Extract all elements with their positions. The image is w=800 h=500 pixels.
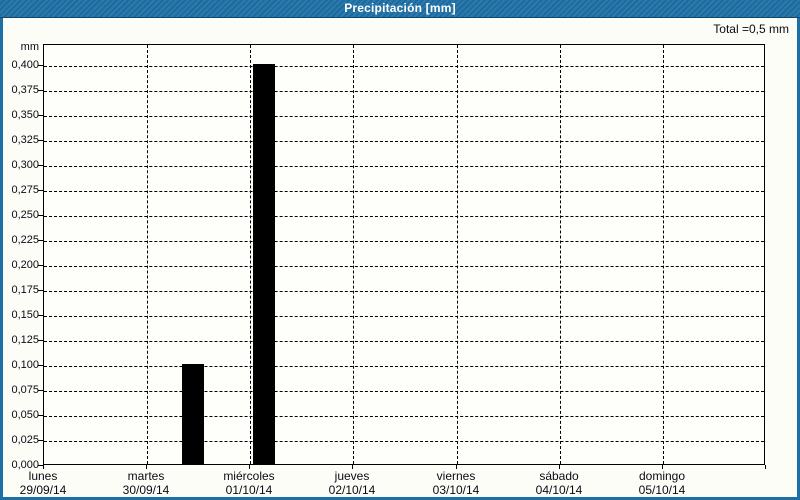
y-tick-label: 0,300: [11, 159, 39, 171]
x-tick-mark: [456, 465, 457, 469]
x-day-label: domingo 05/10/14: [610, 469, 714, 497]
y-tick-mark: [38, 365, 43, 366]
h-gridline: [44, 341, 764, 342]
y-tick-mark: [38, 65, 43, 66]
x-day-date: 01/10/14: [225, 483, 273, 497]
y-tick-mark: [38, 390, 43, 391]
h-gridline: [44, 116, 764, 117]
h-gridline: [44, 291, 764, 292]
x-day-date: 05/10/14: [638, 483, 686, 497]
x-day-label: martes 30/09/14: [94, 469, 198, 497]
y-tick-label: 0,225: [11, 234, 39, 246]
x-day-name: viernes: [436, 469, 476, 483]
v-gridline: [457, 45, 458, 464]
x-day-name: domingo: [638, 469, 686, 483]
h-gridline: [44, 91, 764, 92]
x-day-label: miércoles 01/10/14: [197, 469, 301, 497]
y-tick-label: 0,050: [11, 409, 39, 421]
x-day-label: lunes 29/09/14: [0, 469, 95, 497]
x-day-date: 30/09/14: [122, 483, 170, 497]
h-gridline: [44, 416, 764, 417]
y-tick-mark: [38, 440, 43, 441]
y-tick-label: 0,400: [11, 59, 39, 71]
h-gridline: [44, 191, 764, 192]
y-tick-label: 0,125: [11, 334, 39, 346]
total-label: Total =0,5 mm: [713, 22, 789, 36]
x-day-name: jueves: [334, 469, 370, 483]
y-tick-mark: [38, 90, 43, 91]
x-tick-mark: [352, 465, 353, 469]
x-day-name: miércoles: [223, 469, 275, 483]
h-gridline: [44, 66, 764, 67]
y-tick-mark: [38, 215, 43, 216]
plot-area: [43, 44, 765, 465]
y-tick-mark: [38, 290, 43, 291]
x-day-label: sábado 04/10/14: [507, 469, 611, 497]
x-day-name: sábado: [539, 469, 579, 483]
y-tick-label: 0,000: [11, 459, 39, 471]
v-gridline: [147, 45, 148, 464]
y-tick-label: 0,025: [11, 434, 39, 446]
y-tick-label: 0,200: [11, 259, 39, 271]
y-tick-mark: [38, 340, 43, 341]
h-gridline: [44, 366, 764, 367]
chart-title-bar: Precipitación [mm]: [0, 0, 800, 18]
y-tick-label: 0,100: [11, 359, 39, 371]
v-gridline: [353, 45, 354, 464]
y-tick-label: 0,325: [11, 134, 39, 146]
x-day-date: 03/10/14: [432, 483, 480, 497]
precip-bar: [182, 364, 204, 464]
y-tick-mark: [38, 240, 43, 241]
v-gridline: [663, 45, 664, 464]
y-tick-mark: [38, 465, 43, 466]
x-tick-mark: [43, 465, 44, 469]
v-gridline: [560, 45, 561, 464]
h-gridline: [44, 316, 764, 317]
y-tick-label: 0,075: [11, 384, 39, 396]
y-tick-label: 0,275: [11, 184, 39, 196]
x-tick-mark: [146, 465, 147, 469]
x-tick-mark: [559, 465, 560, 469]
h-gridline: [44, 141, 764, 142]
y-tick-label: 0,375: [11, 84, 39, 96]
precip-bar: [253, 64, 275, 464]
x-tick-mark: [249, 465, 250, 469]
h-gridline: [44, 266, 764, 267]
y-tick-mark: [38, 315, 43, 316]
x-day-name: lunes: [28, 469, 58, 483]
y-tick-label: 0,175: [11, 284, 39, 296]
x-tick-mark: [765, 465, 766, 469]
y-tick-label: 0,250: [11, 209, 39, 221]
x-day-date: 04/10/14: [535, 483, 583, 497]
y-tick-mark: [38, 190, 43, 191]
y-tick-mark: [38, 165, 43, 166]
y-tick-label: 0,350: [11, 109, 39, 121]
h-gridline: [44, 391, 764, 392]
x-day-name: martes: [127, 469, 165, 483]
y-tick-mark: [38, 265, 43, 266]
y-axis-unit-label: mm: [20, 41, 39, 53]
x-day-date: 02/10/14: [328, 483, 376, 497]
h-gridline: [44, 241, 764, 242]
y-tick-label: 0,150: [11, 309, 39, 321]
h-gridline: [44, 441, 764, 442]
x-day-label: viernes 03/10/14: [404, 469, 508, 497]
h-gridline: [44, 216, 764, 217]
x-day-date: 29/09/14: [19, 483, 67, 497]
h-gridline: [44, 166, 764, 167]
x-tick-mark: [662, 465, 663, 469]
v-gridline: [250, 45, 251, 464]
y-tick-mark: [38, 115, 43, 116]
y-tick-mark: [38, 415, 43, 416]
y-tick-mark: [38, 140, 43, 141]
x-day-label: jueves 02/10/14: [300, 469, 404, 497]
chart-title: Precipitación [mm]: [344, 1, 456, 15]
